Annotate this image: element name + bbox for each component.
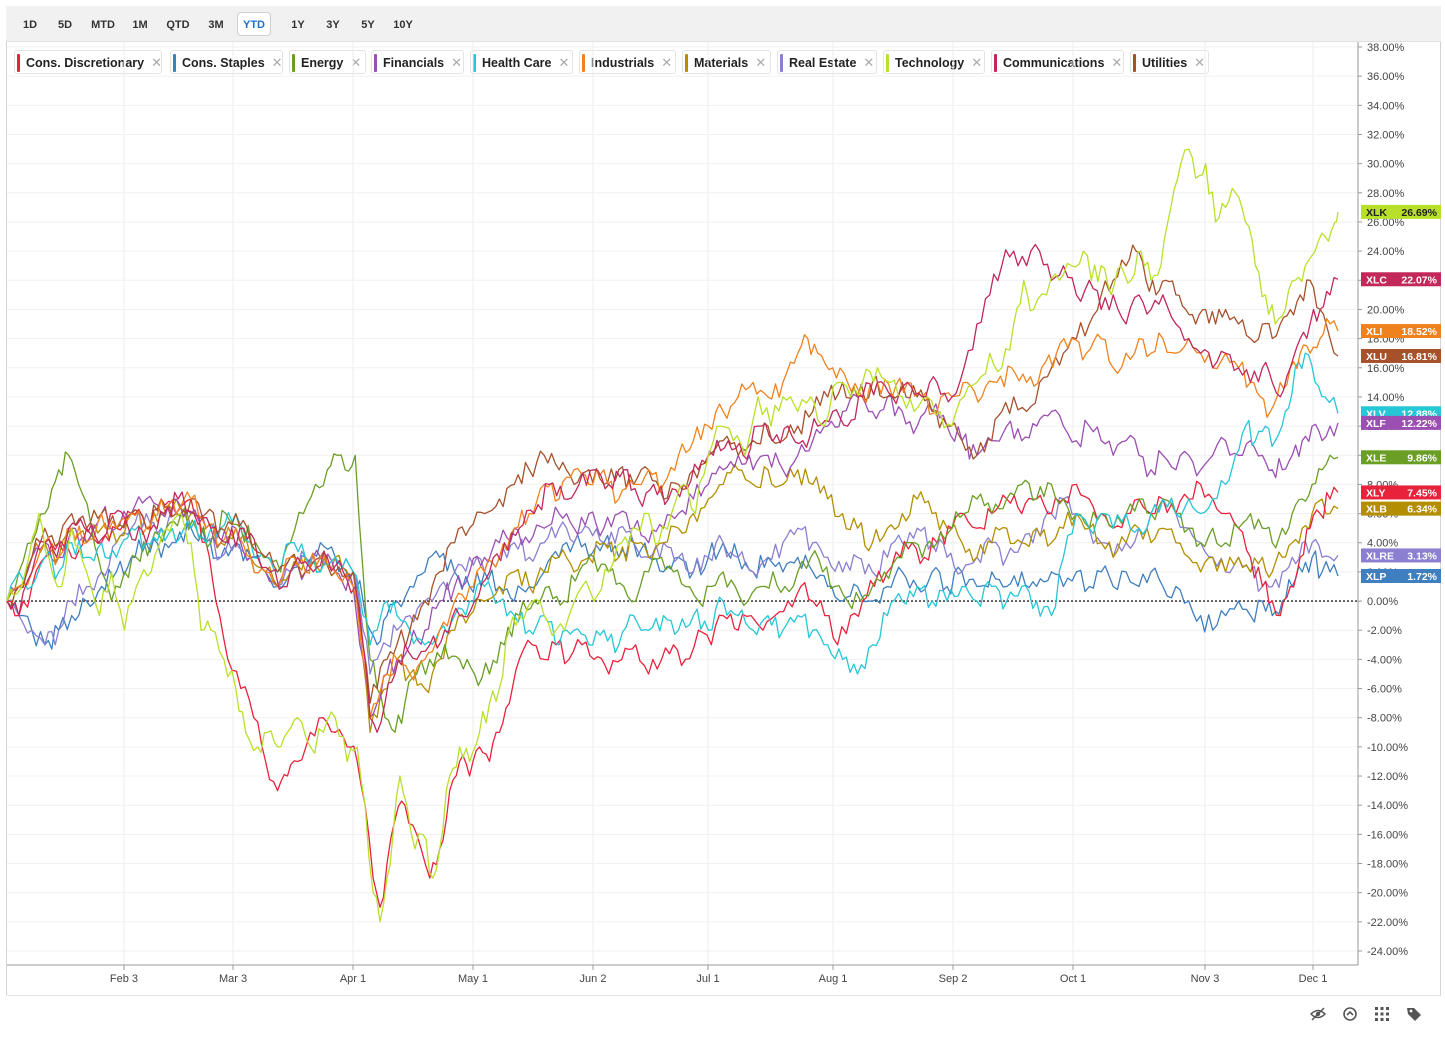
remove-series-icon[interactable]: ✕ bbox=[971, 55, 983, 70]
legend-label: Energy bbox=[301, 56, 344, 70]
legend-chip-real-estate[interactable]: Real Estate ✕ bbox=[777, 50, 877, 74]
legend-label: Real Estate bbox=[789, 56, 857, 70]
legend-chip-health-care[interactable]: Health Care ✕ bbox=[470, 50, 573, 74]
legend-chip-cons-discretionary[interactable]: Cons. Discretionary ✕ bbox=[14, 50, 162, 74]
remove-series-icon[interactable]: ✕ bbox=[151, 55, 162, 70]
remove-series-icon[interactable]: ✕ bbox=[661, 55, 673, 70]
legend-chip-materials[interactable]: Materials ✕ bbox=[682, 50, 771, 74]
legend-color-swatch bbox=[582, 54, 585, 72]
legend-label: Industrials bbox=[591, 56, 655, 70]
legend-label: Cons. Staples bbox=[182, 56, 265, 70]
range-button-3m[interactable]: 3M bbox=[208, 19, 224, 31]
remove-series-icon[interactable]: ✕ bbox=[1194, 55, 1206, 70]
legend-color-swatch bbox=[780, 54, 783, 72]
legend-label: Financials bbox=[383, 56, 445, 70]
chart-footer bbox=[6, 995, 1441, 1033]
legend-chip-cons-staples[interactable]: Cons. Staples ✕ bbox=[170, 50, 283, 74]
remove-series-icon[interactable]: ✕ bbox=[350, 55, 362, 70]
hide-icon[interactable] bbox=[1310, 1006, 1326, 1022]
legend-chip-energy[interactable]: Energy ✕ bbox=[289, 50, 366, 74]
range-toolbar: 1D 5D MTD 1M QTD 3M YTD 1Y 3Y 5Y 10Y bbox=[6, 6, 1441, 42]
remove-series-icon[interactable]: ✕ bbox=[1111, 55, 1123, 70]
legend-label: Materials bbox=[694, 56, 749, 70]
remove-series-icon[interactable]: ✕ bbox=[558, 55, 570, 70]
legend-color-swatch bbox=[685, 54, 688, 72]
range-button-5y[interactable]: 5Y bbox=[361, 19, 375, 31]
remove-series-icon[interactable]: ✕ bbox=[863, 55, 875, 70]
legend-chip-communications[interactable]: Communications ✕ bbox=[991, 50, 1124, 74]
legend-color-swatch bbox=[994, 54, 997, 72]
legend-color-swatch bbox=[374, 54, 377, 72]
tag-icon[interactable] bbox=[1406, 1006, 1422, 1022]
range-button-1y[interactable]: 1Y bbox=[291, 19, 305, 31]
range-button-mtd[interactable]: MTD bbox=[91, 19, 115, 31]
legend-color-swatch bbox=[17, 54, 20, 72]
legend-label: Utilities bbox=[1142, 56, 1188, 70]
remove-series-icon[interactable]: ✕ bbox=[451, 55, 463, 70]
grid-icon[interactable] bbox=[1374, 1006, 1390, 1022]
legend-color-swatch bbox=[292, 54, 295, 72]
compare-icon[interactable] bbox=[1342, 1006, 1358, 1022]
remove-series-icon[interactable]: ✕ bbox=[271, 55, 283, 70]
range-button-ytd[interactable]: YTD bbox=[237, 12, 271, 36]
legend-color-swatch bbox=[1133, 54, 1136, 72]
legend-chip-utilities[interactable]: Utilities ✕ bbox=[1130, 50, 1209, 74]
range-button-1d[interactable]: 1D bbox=[22, 19, 38, 31]
chart-frame bbox=[6, 6, 1441, 1033]
range-button-10y[interactable]: 10Y bbox=[393, 19, 413, 31]
legend-label: Communications bbox=[1003, 56, 1105, 70]
legend-label: Cons. Discretionary bbox=[26, 56, 145, 70]
legend-chip-financials[interactable]: Financials ✕ bbox=[371, 50, 464, 74]
legend-label: Technology bbox=[895, 56, 965, 70]
legend-chip-industrials[interactable]: Industrials ✕ bbox=[579, 50, 676, 74]
range-button-qtd[interactable]: QTD bbox=[166, 19, 190, 31]
range-button-5d[interactable]: 5D bbox=[57, 19, 73, 31]
range-button-1m[interactable]: 1M bbox=[132, 19, 148, 31]
legend-chip-technology[interactable]: Technology ✕ bbox=[883, 50, 985, 74]
range-button-3y[interactable]: 3Y bbox=[326, 19, 340, 31]
legend-label: Health Care bbox=[482, 56, 552, 70]
legend-color-swatch bbox=[473, 54, 476, 72]
remove-series-icon[interactable]: ✕ bbox=[755, 55, 767, 70]
legend-color-swatch bbox=[173, 54, 176, 72]
legend-color-swatch bbox=[886, 54, 889, 72]
